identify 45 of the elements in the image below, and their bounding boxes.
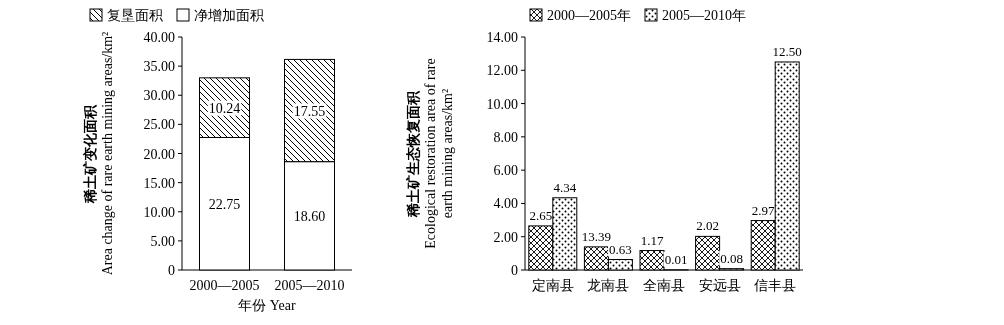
y-tick-label: 10.00 <box>143 204 175 220</box>
y-tick-label: 12.00 <box>486 63 518 79</box>
x-tick-label: 安远县 <box>698 278 741 293</box>
y-axis-title: 稀土矿生态恢复面积 Ecological restoration area of rare earth mining areas/km² <box>405 58 455 249</box>
legend-label: 2000—2005年 <box>547 8 631 23</box>
data-label: 10.24 <box>208 100 241 116</box>
data-label: 2.02 <box>696 218 719 234</box>
x-tick-label: 2005—2010 <box>274 278 345 293</box>
data-label: 18.60 <box>293 208 326 224</box>
y-tick-label: 20.00 <box>143 146 175 162</box>
y-tick-label: 14.00 <box>486 30 518 45</box>
data-label: 12.50 <box>772 43 802 59</box>
data-label: 2.97 <box>751 202 776 218</box>
y-tick-label: 35.00 <box>143 59 175 75</box>
y-tick-label: 6.00 <box>493 163 518 179</box>
x-tick-label: 全南县 <box>643 278 685 293</box>
x-tick-label: 信丰县 <box>754 278 797 293</box>
data-label: 1.17 <box>640 232 664 248</box>
data-label: 0.01 <box>664 251 688 267</box>
y-tick-label: 2.00 <box>493 229 518 245</box>
data-label: 2.65 <box>529 207 553 223</box>
data-label: 0.63 <box>609 241 632 257</box>
x-tick-label: 龙南县 <box>587 278 630 293</box>
y-tick-label: 5.00 <box>150 233 175 249</box>
x-axis-title: 年份 Year <box>238 298 296 313</box>
x-tick-label: 定南县 <box>531 278 574 293</box>
y-tick-label: 0 <box>511 263 518 278</box>
legend-label: 净增加面积 <box>194 8 264 23</box>
data-label: 0.08 <box>720 250 743 266</box>
y-tick-label: 10.00 <box>486 96 518 112</box>
data-label: 22.75 <box>208 196 241 212</box>
y-tick-label: 4.00 <box>493 196 518 212</box>
y-tick-label: 15.00 <box>143 175 175 191</box>
data-label: 4.34 <box>553 179 577 195</box>
legend-label: 复垦面积 <box>107 8 163 23</box>
data-label: 17.55 <box>293 103 326 119</box>
y-tick-label: 0 <box>168 263 175 278</box>
y-tick-label: 30.00 <box>143 88 175 104</box>
annotation: 13.39 <box>581 228 612 244</box>
legend-label: 2005—2010年 <box>662 8 746 23</box>
y-tick-label: 40.00 <box>143 30 175 45</box>
y-axis-title: 稀土矿变化面积 Area change of rare earth mining areas/km² <box>82 31 115 276</box>
y-tick-label: 8.00 <box>493 129 518 145</box>
x-tick-label: 2000—2005 <box>189 278 260 293</box>
y-tick-label: 25.00 <box>143 117 175 133</box>
